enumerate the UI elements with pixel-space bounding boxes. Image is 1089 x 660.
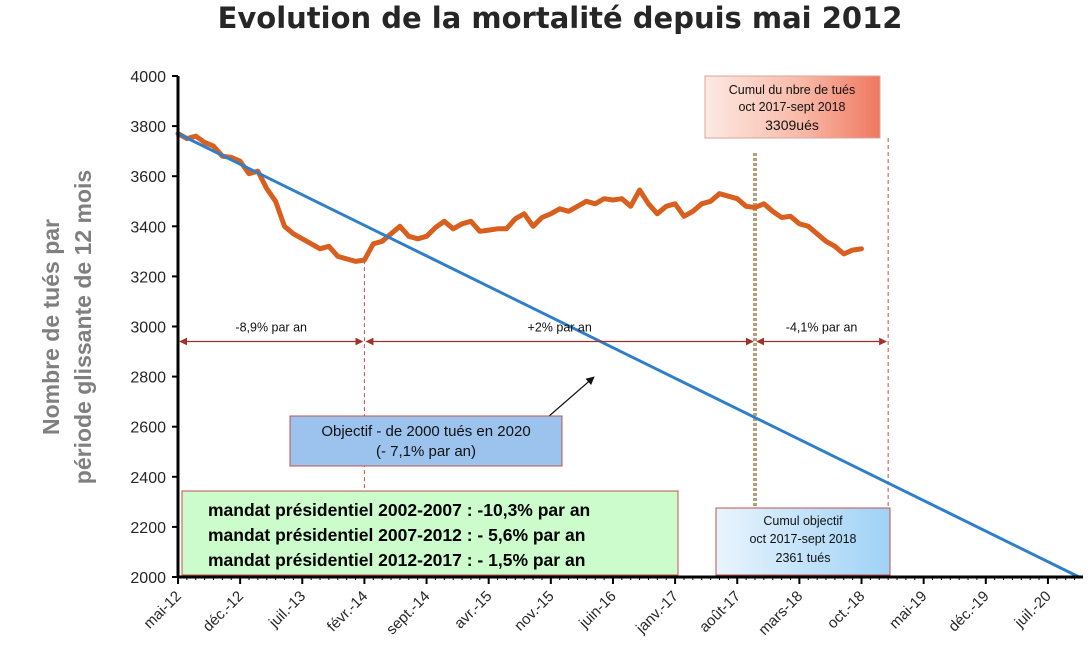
x-tick-label: sept.-14 xyxy=(383,588,433,638)
mandat-line-2: mandat présidentiel 2007-2012 : - 5,6% p… xyxy=(208,525,585,545)
rate-segments: -8,9% par an +2% par an -4,1% par an xyxy=(179,321,887,346)
x-tick-label: oct.-18 xyxy=(824,588,868,632)
series-objectif-line xyxy=(176,132,1081,579)
vertical-lines xyxy=(363,138,889,577)
cumul-real-box: Cumul du nbre de tués oct 2017-sept 2018… xyxy=(704,75,881,139)
y-tick-label: 3200 xyxy=(130,269,166,286)
y-axis-label: Nombre de tués par période glissante de … xyxy=(38,170,96,484)
y-tick-label: 2400 xyxy=(130,470,166,487)
x-tick-label: mai-19 xyxy=(886,588,930,632)
mandats-box: mandat présidentiel 2002-2007 : -10,3% p… xyxy=(181,490,679,576)
y-axis-label-line-2: période glissante de 12 mois xyxy=(70,170,96,484)
y-tick-label: 2600 xyxy=(130,420,166,437)
series-real-line xyxy=(175,131,864,264)
y-tick-label: 3800 xyxy=(130,119,166,136)
y-tick-label: 3600 xyxy=(130,169,166,186)
cumul-objectif-line-2: oct 2017-sept 2018 xyxy=(749,532,856,546)
x-tick-label: avr.-15 xyxy=(451,588,495,632)
mandat-line-1: mandat présidentiel 2002-2007 : -10,3% p… xyxy=(208,500,590,520)
y-tick-label: 2800 xyxy=(130,370,166,387)
cumul-objectif-box: Cumul objectif oct 2017-sept 2018 2361 t… xyxy=(715,507,891,576)
mandat-line-3: mandat présidentiel 2012-2017 : - 1,5% p… xyxy=(208,550,585,570)
x-tick-label: août-17 xyxy=(696,588,744,636)
chart-title: Evolution de la mortalité depuis mai 201… xyxy=(218,1,903,35)
x-tick-label: févr.-14 xyxy=(324,588,371,635)
x-tick-label: mai-12 xyxy=(140,588,184,632)
objectif-line-1: Objectif - de 2000 tués en 2020 xyxy=(321,423,530,440)
cumul-real-line-3: 3309ués xyxy=(765,117,819,133)
cumul-objectif-line-3: 2361 tués xyxy=(776,551,831,565)
y-tick-label: 3000 xyxy=(130,320,166,337)
x-tick-label: juin-16 xyxy=(575,588,620,633)
x-tick-label: mars-18 xyxy=(755,588,806,639)
objectif-callout: Objectif - de 2000 tués en 2020 (- 7,1% … xyxy=(289,376,595,467)
x-tick-label: déc.-19 xyxy=(945,588,992,635)
y-tick-label: 2000 xyxy=(130,570,166,587)
cumul-real-line-1: Cumul du nbre de tués xyxy=(729,83,855,97)
y-axis-label-line-1: Nombre de tués par xyxy=(38,219,64,435)
rate-label-0: -8,9% par an xyxy=(235,321,307,335)
x-tick-label: janv.-17 xyxy=(632,588,682,638)
objectif-arrow xyxy=(547,376,595,418)
cumul-real-line-2: oct 2017-sept 2018 xyxy=(738,100,845,114)
rate-label-2: -4,1% par an xyxy=(786,321,858,335)
y-tick-label: 3400 xyxy=(130,219,166,236)
y-tick-label: 2200 xyxy=(130,520,166,537)
x-tick-label: déc.-12 xyxy=(200,588,247,635)
rate-label-1: +2% par an xyxy=(528,321,592,335)
y-tick-label: 4000 xyxy=(130,69,166,86)
x-tick-label: juil.-20 xyxy=(1011,588,1055,632)
objectif-line-2: (- 7,1% par an) xyxy=(376,443,476,460)
x-tick-label: nov.-15 xyxy=(511,588,558,635)
cumul-objectif-line-1: Cumul objectif xyxy=(763,514,843,528)
series-layer xyxy=(175,131,1081,579)
x-tick-label: juil.-13 xyxy=(265,588,309,632)
